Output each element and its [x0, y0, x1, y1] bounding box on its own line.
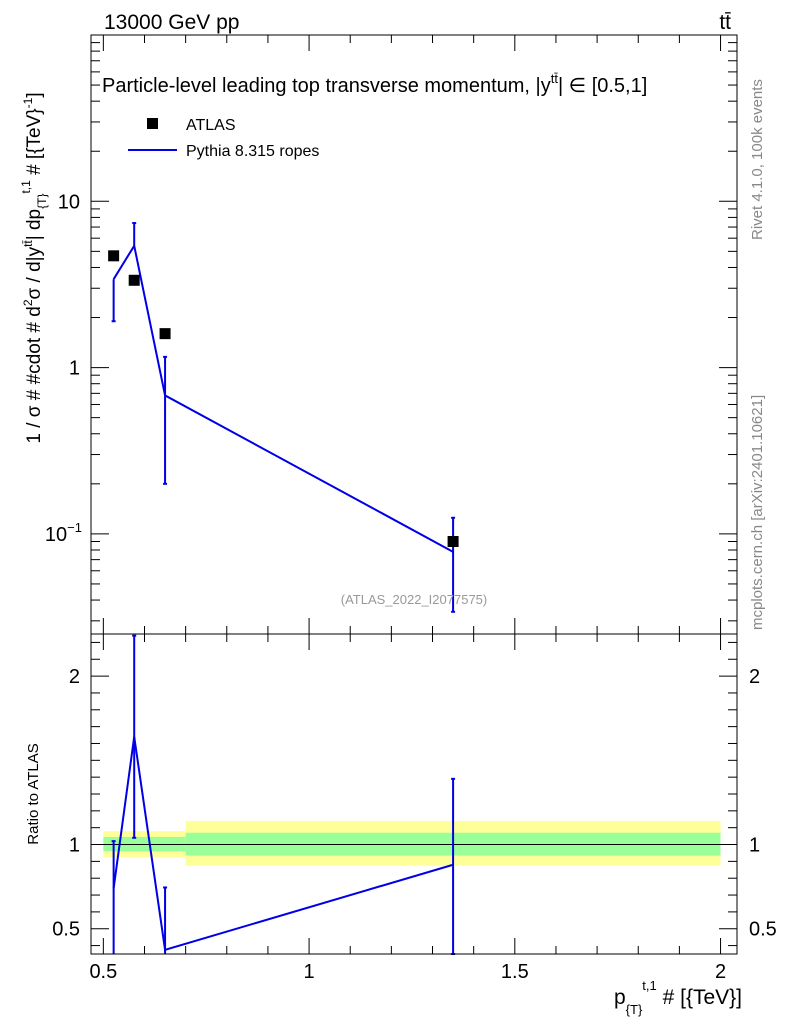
- legend-mc-label: Pythia 8.315 ropes: [186, 143, 319, 160]
- analysis-id: (ATLAS_2022_I2077575): [341, 592, 487, 607]
- rivet-label: Rivet 4.1.0, 100k events: [749, 79, 766, 240]
- main-ytick-label: 10: [58, 191, 80, 213]
- legend-atlas-marker: [147, 118, 158, 129]
- mc-line: [112, 243, 454, 553]
- ratio-axes: 0.5 1 1.5 2 0.5 1 2 0.5 1 2: [52, 634, 777, 983]
- main-ytick-label: 10−1: [45, 520, 82, 546]
- plot-title: Particle-level leading top transverse mo…: [102, 71, 647, 97]
- ratio-mc-line: [112, 736, 454, 952]
- main-plot-area: [108, 222, 459, 613]
- data-point: [447, 535, 459, 547]
- data-point: [108, 250, 120, 262]
- main-ytick-label-base: 1: [69, 358, 80, 380]
- main-ytick-label-exp: −1: [67, 520, 82, 535]
- energy-label: 13000 GeV pp: [104, 11, 239, 34]
- legend: ATLAS Pythia 8.315 ropes: [128, 117, 319, 160]
- ratio-ytick-label-right: 2: [749, 666, 760, 688]
- ratio-xtick-label: 1.5: [501, 961, 529, 983]
- ratio-panel: 0.5 1 1.5 2 0.5 1 2 0.5 1 2 Ratio to ATLAS p{T}t,…: [25, 633, 777, 1017]
- ratio-plot-area: [103, 634, 721, 955]
- ratio-ytick-label-left: 0.5: [52, 919, 80, 941]
- process-label: tt̄: [719, 11, 731, 34]
- xlabel: p{T}t,1 # [{TeV}]: [614, 978, 742, 1017]
- data-point: [128, 274, 140, 286]
- ratio-frame: [90, 633, 738, 955]
- ratio-ytick-label-left: 2: [69, 666, 80, 688]
- source-label: mcplots.cern.ch [arXiv:2401.10621]: [749, 395, 766, 630]
- main-ytick-label: 1: [69, 358, 80, 380]
- ratio-ylabel: Ratio to ATLAS: [25, 743, 42, 844]
- ratio-xtick-label: 2: [715, 961, 726, 983]
- legend-atlas-label: ATLAS: [186, 117, 236, 134]
- ratio-xtick-label: 1: [304, 961, 315, 983]
- main-ytick-label-base: 10: [58, 191, 80, 213]
- ratio-ytick-label-left: 1: [69, 835, 80, 857]
- main-ylabel: 1 / σ # #cdot # d2σ / d|ytt̄| dp{T}t,1 #…: [19, 92, 49, 443]
- data-point: [159, 328, 171, 340]
- main-ytick-label-base: 10: [45, 524, 67, 546]
- ratio-xtick-label: 0.5: [89, 961, 117, 983]
- ratio-ytick-label-right: 1: [749, 835, 760, 857]
- ratio-ytick-label-right: 0.5: [749, 919, 777, 941]
